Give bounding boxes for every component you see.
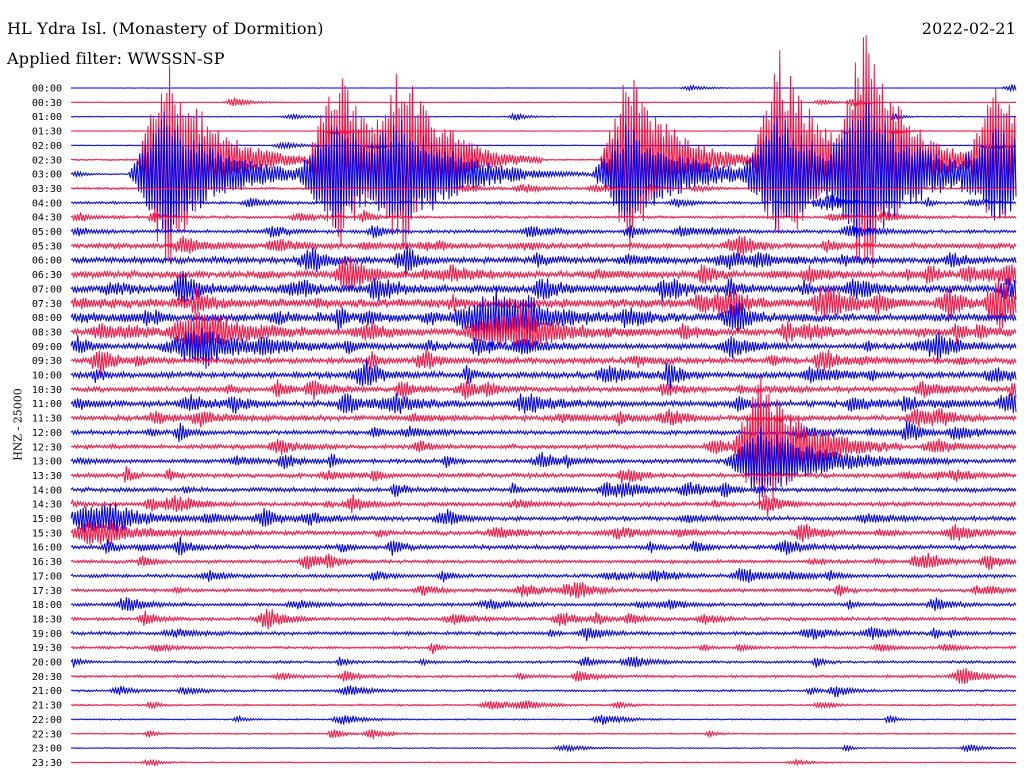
seismic-trace <box>70 536 1017 556</box>
seismic-trace <box>70 277 1017 330</box>
row-time-label: 18:30 <box>32 614 62 625</box>
row-time-label: 11:00 <box>32 399 62 410</box>
seismic-trace <box>70 700 1017 710</box>
station-title: HL Ydra Isl. (Monastery of Dormition) <box>7 19 324 38</box>
row-time-label: 20:00 <box>32 658 62 669</box>
row-time-label: 12:30 <box>32 442 62 453</box>
seismic-trace <box>70 271 1017 304</box>
row-time-label: 08:30 <box>32 327 62 338</box>
row-time-label: 13:30 <box>32 471 62 482</box>
row-time-label: 23:30 <box>32 758 62 769</box>
row-time-label: 16:00 <box>32 543 62 554</box>
seismic-trace <box>70 225 1017 239</box>
seismic-trace <box>70 502 1017 534</box>
seismic-trace <box>70 285 1017 350</box>
row-time-label: 17:30 <box>32 586 62 597</box>
row-time-label: 02:30 <box>32 155 62 166</box>
seismic-trace <box>70 668 1017 684</box>
row-time-label: 06:00 <box>32 256 62 267</box>
row-time-label: 14:00 <box>32 485 62 496</box>
seismic-trace <box>70 209 1017 223</box>
row-time-label: 00:00 <box>32 84 62 95</box>
row-time-label: 10:30 <box>32 385 62 396</box>
seismic-trace <box>70 626 1017 642</box>
seismic-trace <box>70 714 1017 726</box>
row-time-label: 15:30 <box>32 528 62 539</box>
row-time-label: 19:30 <box>32 643 62 654</box>
row-time-label: 03:30 <box>32 184 62 195</box>
row-time-label: 01:00 <box>32 112 62 123</box>
seismic-trace <box>70 643 1017 655</box>
row-time-label: 12:00 <box>32 428 62 439</box>
seismic-trace <box>70 194 1017 211</box>
seismic-trace <box>70 256 1017 291</box>
seismic-trace <box>70 656 1017 668</box>
seismic-trace <box>70 427 1017 498</box>
seismic-trace <box>70 519 1017 546</box>
row-time-label: 06:30 <box>32 270 62 281</box>
seismic-trace <box>70 408 1017 428</box>
seismic-trace <box>70 552 1017 571</box>
row-time-label: 17:00 <box>32 571 62 582</box>
row-time-label: 22:30 <box>32 729 62 740</box>
seismic-trace <box>70 102 1017 239</box>
row-time-label: 21:00 <box>32 686 62 697</box>
seismic-trace <box>70 358 1017 390</box>
seismic-trace <box>70 494 1017 517</box>
row-time-label: 08:00 <box>32 313 62 324</box>
seismic-trace <box>70 235 1017 257</box>
seismic-trace <box>70 306 1017 353</box>
row-time-label: 23:00 <box>32 744 62 755</box>
row-time-label: 22:00 <box>32 715 62 726</box>
seismic-trace <box>70 376 1017 509</box>
row-time-label: 09:00 <box>32 342 62 353</box>
seismic-trace <box>70 245 1017 274</box>
seismic-trace <box>70 481 1017 498</box>
row-time-label: 20:30 <box>32 672 62 683</box>
row-time-label: 07:00 <box>32 284 62 295</box>
row-time-label: 19:00 <box>32 629 62 640</box>
row-time-label: 01:30 <box>32 127 62 138</box>
seismic-trace <box>70 685 1017 698</box>
seismic-trace <box>70 582 1017 599</box>
row-time-label: 16:30 <box>32 557 62 568</box>
seismic-trace <box>70 568 1017 583</box>
row-time-label: 07:30 <box>32 299 62 310</box>
record-date: 2022-02-21 <box>921 19 1016 38</box>
seismic-trace <box>70 729 1017 740</box>
seismic-trace <box>70 379 1017 401</box>
row-time-label: 13:00 <box>32 457 62 468</box>
seismic-trace <box>70 743 1017 753</box>
row-time-label: 15:00 <box>32 514 62 525</box>
seismic-trace <box>70 328 1017 369</box>
seismic-trace <box>70 608 1017 630</box>
seismic-trace <box>70 183 1017 194</box>
row-time-label: 09:30 <box>32 356 62 367</box>
seismic-trace <box>70 757 1017 767</box>
row-time-label: 03:00 <box>32 170 62 181</box>
seismic-trace <box>70 597 1017 612</box>
seismic-trace <box>70 349 1017 377</box>
row-time-label: 04:30 <box>32 213 62 224</box>
row-time-label: 18:00 <box>32 600 62 611</box>
seismic-trace <box>70 392 1017 414</box>
row-time-label: 05:00 <box>32 227 62 238</box>
row-time-label: 04:00 <box>32 198 62 209</box>
row-time-label: 05:30 <box>32 241 62 252</box>
row-time-label: 11:30 <box>32 414 62 425</box>
row-time-label: 02:00 <box>32 141 62 152</box>
row-time-label: 14:30 <box>32 500 62 511</box>
filter-label: Applied filter: WWSSN-SP <box>7 49 225 68</box>
row-time-label: 00:30 <box>32 98 62 109</box>
row-time-label: 10:00 <box>32 371 62 382</box>
row-time-label: 21:30 <box>32 701 62 712</box>
seismic-trace <box>70 466 1017 484</box>
seismic-trace <box>70 420 1017 443</box>
